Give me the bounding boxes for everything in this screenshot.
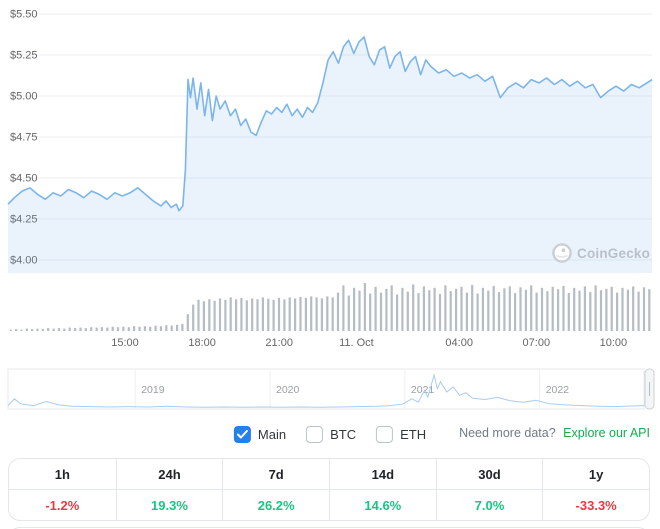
explore-api-link[interactable]: Explore our API <box>563 426 650 440</box>
price-change-table-values: -1.2% 19.3% 26.2% 14.6% 7.0% -33.3% <box>9 490 649 520</box>
toggle-label-btc: BTC <box>330 426 357 442</box>
range-navigator[interactable]: 2019 2020 2021 2022 <box>0 366 660 414</box>
price-area <box>8 37 652 273</box>
price-line <box>7 36 653 212</box>
navigator-year-label: 2020 <box>276 384 300 396</box>
api-prompt: Need more data? Explore our API <box>459 426 650 440</box>
price-change-24h: 19.3% <box>115 490 223 520</box>
table-header-14d: 14d <box>328 459 436 489</box>
navigator-frame <box>7 368 645 410</box>
price-change-table: 1h 24h 7d 14d 30d 1y -1.2% 19.3% 26.2% 14.6% 7.0%… <box>8 458 650 521</box>
price-change-1y: -33.3% <box>542 490 649 520</box>
volume-bars <box>9 283 651 331</box>
y-axis-label: $5.50 <box>10 9 38 21</box>
checkbox-btc-unchecked[interactable] <box>306 425 324 443</box>
y-axis-label: $5.00 <box>10 91 38 103</box>
x-axis-label: 11. Oct <box>339 337 374 349</box>
y-axis-label: $5.25 <box>10 50 38 62</box>
y-gridlines: $5.50 $5.25 $5.00 $4.75 $4.50 $4.25 $4.00 <box>8 9 652 267</box>
y-axis-label: $4.25 <box>10 214 38 226</box>
x-axis-label: 04:00 <box>445 337 473 349</box>
toggle-btc[interactable]: BTC <box>306 425 357 443</box>
toggle-eth[interactable]: ETH <box>376 425 427 443</box>
checkbox-main-checked[interactable] <box>233 425 251 443</box>
x-axis-labels: 15:00 18:00 21:00 11. Oct 04:00 07:00 10:00 <box>111 337 627 349</box>
coingecko-watermark: CoinGecko <box>552 243 650 263</box>
x-axis-label: 10:00 <box>600 337 628 349</box>
price-change-30d: 7.0% <box>435 490 543 520</box>
x-axis-label: 15:00 <box>111 337 139 349</box>
table-header-30d: 30d <box>435 459 543 489</box>
toggle-label-eth: ETH <box>400 426 427 442</box>
price-change-1h: -1.2% <box>45 498 80 513</box>
navigator-sparkline <box>7 373 645 408</box>
series-toggles: Main BTC ETH <box>233 421 427 447</box>
table-header-1y: 1y <box>542 459 649 489</box>
table-header-1h: 1h <box>54 467 70 482</box>
need-more-data-text: Need more data? <box>459 426 556 440</box>
check-icon <box>236 429 248 438</box>
price-change-7d: 26.2% <box>222 490 329 520</box>
chart-legend-row: Main BTC ETH Need more data? Explore our A… <box>0 421 660 447</box>
price-volume-chart[interactable]: $5.50 $5.25 $5.00 $4.75 $4.50 $4.25 $4.00 15:00… <box>0 0 660 358</box>
y-axis-label: $4.00 <box>10 255 38 267</box>
price-change-14d: 14.6% <box>328 490 436 520</box>
table-header-7d: 7d <box>222 459 329 489</box>
navigator-year-label: 2019 <box>141 384 165 396</box>
table-header-24h: 24h <box>115 459 223 489</box>
y-axis-label: $4.50 <box>10 173 38 185</box>
checkbox-eth-unchecked[interactable] <box>376 425 394 443</box>
coingecko-logo-icon <box>552 243 572 263</box>
y-axis-label: $4.75 <box>10 132 38 144</box>
watermark-label: CoinGecko <box>577 245 651 261</box>
x-axis-label: 18:00 <box>188 337 216 349</box>
toggle-label-main: Main <box>257 426 287 442</box>
toggle-main[interactable]: Main <box>233 425 287 443</box>
x-axis-label: 07:00 <box>523 337 551 349</box>
x-axis-label: 21:00 <box>265 337 293 349</box>
price-change-table-header: 1h 24h 7d 14d 30d 1y <box>9 459 649 490</box>
navigator-year-label: 2022 <box>546 384 570 396</box>
